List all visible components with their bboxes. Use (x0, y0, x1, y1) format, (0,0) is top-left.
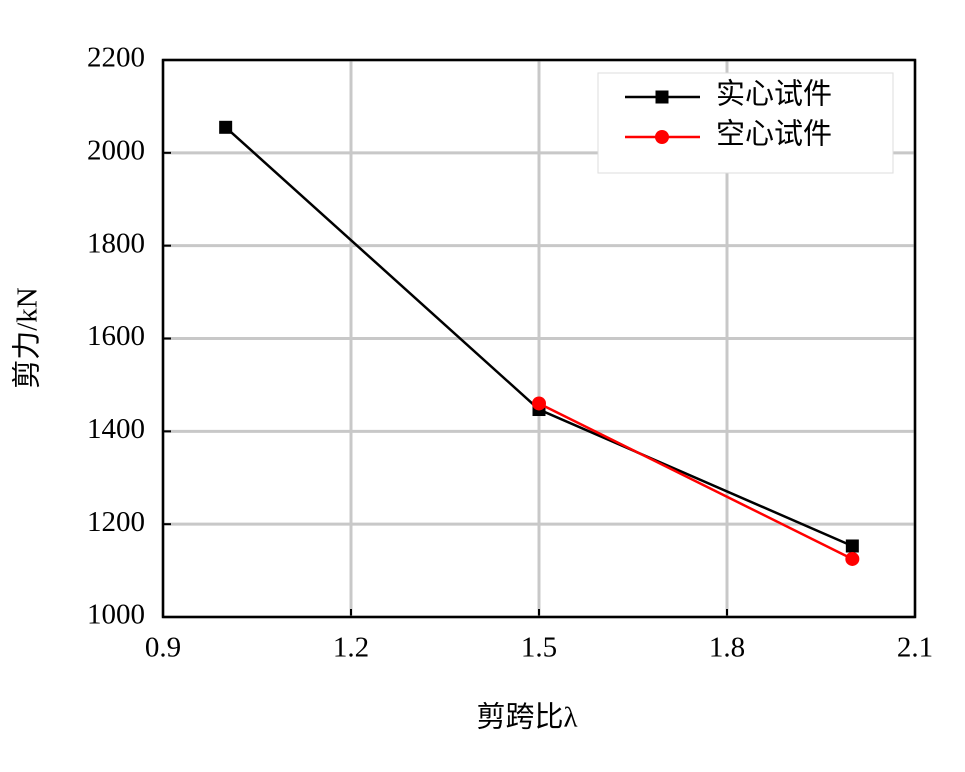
x-tick-label: 0.9 (145, 632, 181, 664)
x-tick-label: 1.8 (709, 632, 745, 664)
x-axis-title: 剪跨比λ (476, 701, 577, 734)
y-tick-label: 1400 (87, 413, 145, 445)
y-tick-label: 1800 (87, 227, 145, 259)
legend-box (597, 72, 894, 174)
marker (845, 551, 860, 566)
x-tick-label: 1.5 (521, 632, 557, 664)
x-tick-label: 1.2 (333, 632, 369, 664)
legend-marker (655, 90, 669, 104)
plot-frame (161, 58, 917, 619)
marker (845, 539, 859, 553)
y-tick-label: 1200 (87, 506, 145, 538)
y-tick-label: 1600 (87, 320, 145, 352)
data-line (538, 402, 853, 561)
y-tick-label: 1000 (87, 599, 145, 631)
legend-label: 实心试件 (716, 78, 832, 111)
x-tick-label: 2.1 (897, 632, 933, 664)
y-tick-label: 2200 (87, 42, 145, 74)
y-axis-title: 剪力/kN (11, 287, 44, 389)
y-tick-label: 2000 (87, 134, 145, 166)
legend-label: 空心试件 (716, 118, 832, 151)
marker (219, 120, 233, 134)
marker (532, 396, 546, 411)
legend-marker (655, 130, 669, 144)
